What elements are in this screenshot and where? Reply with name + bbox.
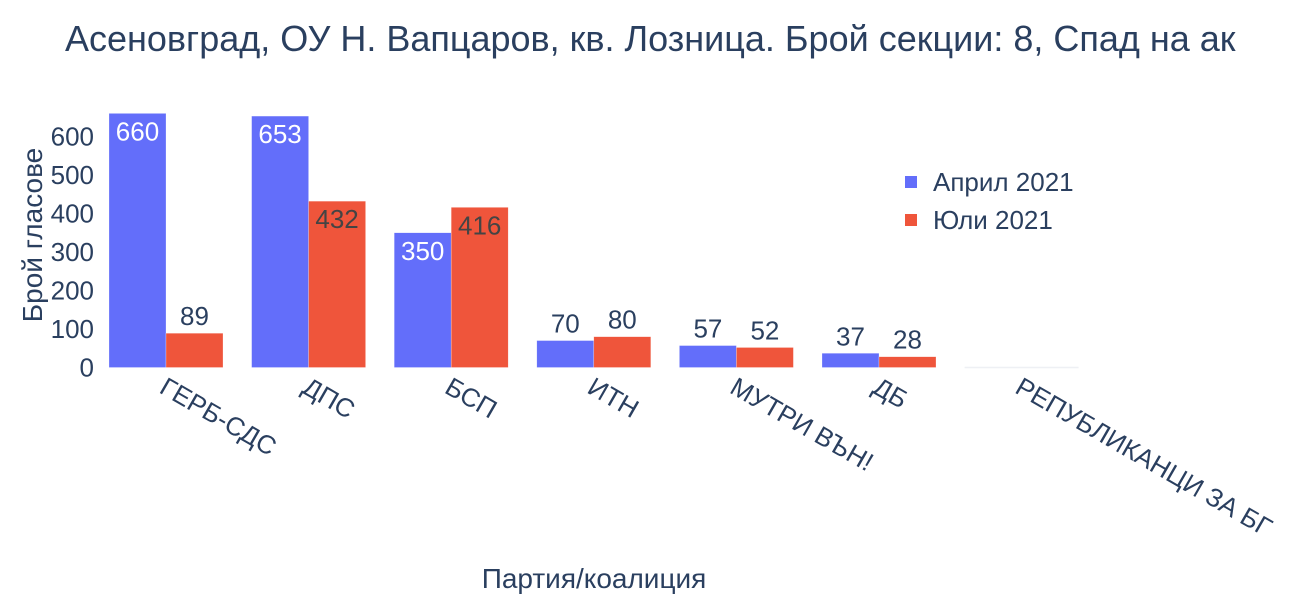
bar[interactable] [308, 200, 366, 368]
bar-value-label: 416 [458, 210, 501, 240]
x-tick-label: ДБ [868, 371, 913, 414]
x-axis-ticks: ГЕРБ-СДС ДПС БСП ИТН МУТРИ ВЪН!ДБ РЕПУБЛИКАНЦ… [155, 371, 1277, 542]
y-tick-label: 300 [51, 237, 94, 267]
bar-value-label: 653 [258, 119, 301, 149]
x-tick-label: ДПС [298, 371, 361, 425]
bar[interactable] [393, 232, 452, 368]
bar-value-label: 70 [551, 309, 580, 339]
bar[interactable] [821, 353, 880, 368]
y-tick-label: 200 [51, 276, 94, 306]
x-axis-label: Партия/коалиция [482, 563, 707, 594]
y-tick-label: 400 [51, 199, 94, 229]
bar[interactable] [593, 336, 652, 368]
legend-label: Април 2021 [933, 166, 1074, 197]
legend-item-july[interactable]: Юли 2021 [905, 201, 1074, 239]
bar-value-label: 660 [116, 116, 159, 146]
y-tick-label: 500 [51, 160, 94, 190]
bar-value-label: 350 [401, 236, 444, 266]
x-tick-label: БСП [440, 371, 502, 424]
y-axis-label: Брой гласове [17, 148, 48, 322]
bar[interactable] [165, 332, 224, 368]
y-tick-label: 600 [51, 122, 94, 152]
y-tick-label: 100 [51, 314, 94, 344]
y-axis-ticks: 0 100 200 300 400 500 600 [51, 122, 94, 383]
bar[interactable] [679, 345, 737, 368]
y-tick-label: 0 [80, 353, 94, 383]
bar-value-label: 52 [750, 315, 779, 345]
bar-value-label: 432 [315, 204, 358, 234]
bar[interactable] [878, 356, 937, 368]
bar-value-label: 37 [836, 321, 865, 351]
legend: Април 2021 Юли 2021 [905, 163, 1074, 239]
x-tick-label: ГЕРБ-СДС [155, 371, 282, 462]
bar[interactable] [450, 207, 509, 368]
bar-value-label: 28 [893, 325, 922, 355]
legend-label: Юли 2021 [933, 204, 1053, 235]
legend-item-april[interactable]: Април 2021 [905, 163, 1074, 201]
bar-value-label: 89 [180, 301, 209, 331]
bar-value-label: 57 [693, 314, 722, 344]
bar-value-label: 80 [608, 305, 637, 335]
bar[interactable] [736, 347, 794, 368]
x-tick-label: МУТРИ ВЪН! [725, 371, 878, 477]
bars: 660 89 653 432 350 416 70 80 57 52 37 28 [108, 113, 1079, 369]
bar[interactable] [251, 115, 309, 368]
chart-title: Асеновград, ОУ Н. Вапцаров, кв. Лозница.… [65, 18, 1236, 59]
x-tick-label: ИТН [583, 371, 644, 424]
bar[interactable] [108, 113, 167, 368]
bar[interactable] [536, 340, 595, 368]
x-tick-label: РЕПУБЛИКАНЦИ ЗА БГ [1011, 371, 1278, 542]
legend-swatch-july [905, 214, 917, 226]
legend-swatch-april [905, 176, 917, 188]
